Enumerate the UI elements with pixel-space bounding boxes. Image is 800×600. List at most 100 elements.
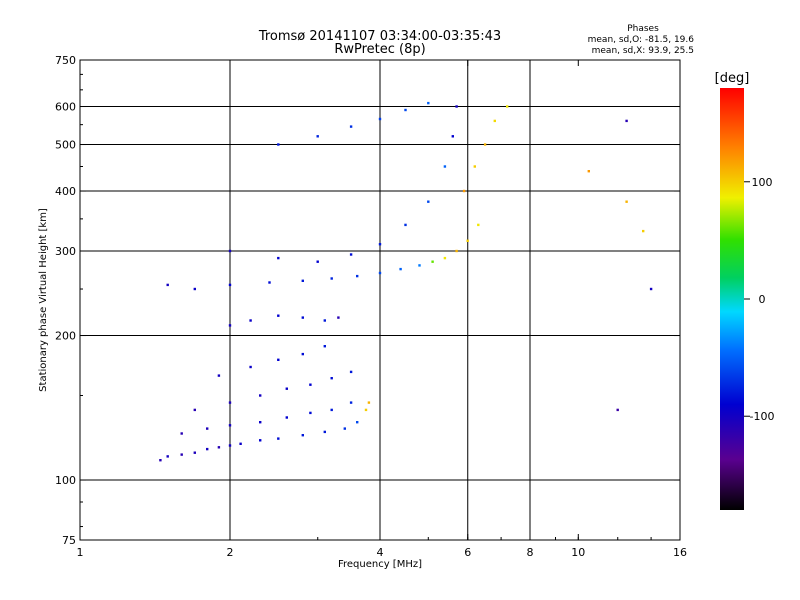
data-point [259, 421, 262, 424]
data-point [418, 264, 421, 267]
y-tick-label: 750 [55, 54, 76, 67]
data-point [193, 408, 196, 412]
phase-stats-x: mean, sd,X: 93.9, 25.5 [592, 46, 694, 56]
y-tick-label: 75 [62, 534, 76, 547]
data-point [330, 377, 333, 380]
data-point [316, 260, 319, 263]
data-point [228, 401, 232, 404]
y-axis-label: Stationary phase Virtual Height [km] [38, 208, 49, 392]
data-point [180, 453, 183, 456]
x-tick-label: 8 [527, 546, 534, 559]
data-point [228, 324, 232, 327]
data-point [616, 408, 619, 412]
data-point [301, 279, 304, 282]
data-point [493, 119, 496, 123]
data-point [228, 283, 232, 287]
data-point [455, 105, 458, 108]
data-point [378, 271, 382, 275]
gridlines [80, 60, 680, 540]
x-tick-label: 2 [227, 546, 234, 559]
data-point [166, 455, 169, 458]
data-point [159, 459, 162, 462]
data-point [466, 239, 469, 242]
data-point [451, 135, 454, 138]
y-tick-label: 300 [55, 245, 76, 258]
data-point [506, 105, 509, 108]
data-point [427, 200, 430, 203]
data-point [349, 253, 353, 256]
phase-stats-heading: Phases [627, 24, 659, 34]
data-point [483, 143, 487, 146]
y-tick-label: 500 [55, 139, 76, 152]
data-point [473, 165, 476, 168]
y-tick-label: 400 [55, 185, 76, 198]
data-point [364, 408, 368, 412]
data-point [337, 316, 340, 319]
data-point [206, 427, 209, 430]
data-point [285, 416, 288, 419]
data-point [367, 401, 371, 404]
y-tick-label: 600 [55, 101, 76, 114]
data-point [349, 401, 353, 404]
data-point [625, 119, 628, 123]
x-tick-label: 10 [571, 546, 585, 559]
data-point [249, 319, 252, 322]
colorbar-tick-label: -100 [750, 410, 775, 423]
x-tick-label: 6 [464, 546, 471, 559]
data-point [309, 411, 312, 415]
data-point [455, 249, 458, 253]
data-point [228, 444, 232, 447]
data-point [193, 451, 196, 454]
x-axis-label: Frequency [MHz] [338, 559, 422, 570]
data-point [206, 447, 209, 451]
data-point [301, 434, 304, 437]
data-point [309, 383, 312, 386]
colorbar-tick-label: 0 [759, 293, 766, 306]
data-point [431, 260, 434, 263]
data-point [166, 283, 169, 287]
data-point [404, 108, 407, 112]
data-point [277, 358, 280, 361]
data-point [356, 421, 359, 424]
data-point [378, 243, 382, 246]
x-axis: 1 2 4 6 8 10 16 [77, 60, 687, 559]
colorbar-ticks: 100 0 -100 [744, 176, 774, 423]
data-point [217, 446, 221, 449]
data-point [378, 117, 382, 121]
colorbar-label: [deg] [715, 71, 750, 86]
x-tick-label: 1 [77, 546, 84, 559]
data-point [349, 370, 353, 374]
colorbar-tick-label: 100 [752, 176, 773, 189]
data-point [268, 281, 271, 284]
data-point [259, 394, 262, 397]
colorbar: [deg] 100 0 -100 [715, 71, 774, 510]
chart-subtitle: RwPretec (8p) [334, 42, 425, 57]
data-point [625, 200, 628, 203]
data-point [180, 432, 183, 435]
data-point [249, 365, 252, 369]
data-point [228, 249, 232, 253]
data-point [462, 189, 466, 193]
plot-area [79, 59, 681, 541]
y-axis: 75 100 200 300 400 500 600 750 [55, 54, 680, 547]
data-point [587, 170, 590, 173]
data-point [193, 287, 196, 291]
x-tick-label: 4 [377, 546, 384, 559]
data-point [649, 287, 653, 291]
data-point [399, 267, 402, 271]
data-point [301, 316, 304, 319]
data-point [217, 374, 221, 377]
data-point [349, 125, 353, 128]
data-point [404, 223, 407, 227]
data-point [443, 165, 447, 168]
y-tick-label: 100 [55, 474, 76, 487]
data-point [443, 256, 447, 260]
data-point [301, 352, 304, 356]
data-point [285, 387, 288, 390]
data-point [642, 229, 645, 233]
data-point [323, 345, 326, 348]
data-point [316, 135, 319, 138]
data-point [277, 256, 280, 260]
data-point [259, 439, 262, 442]
data-point [330, 408, 333, 412]
